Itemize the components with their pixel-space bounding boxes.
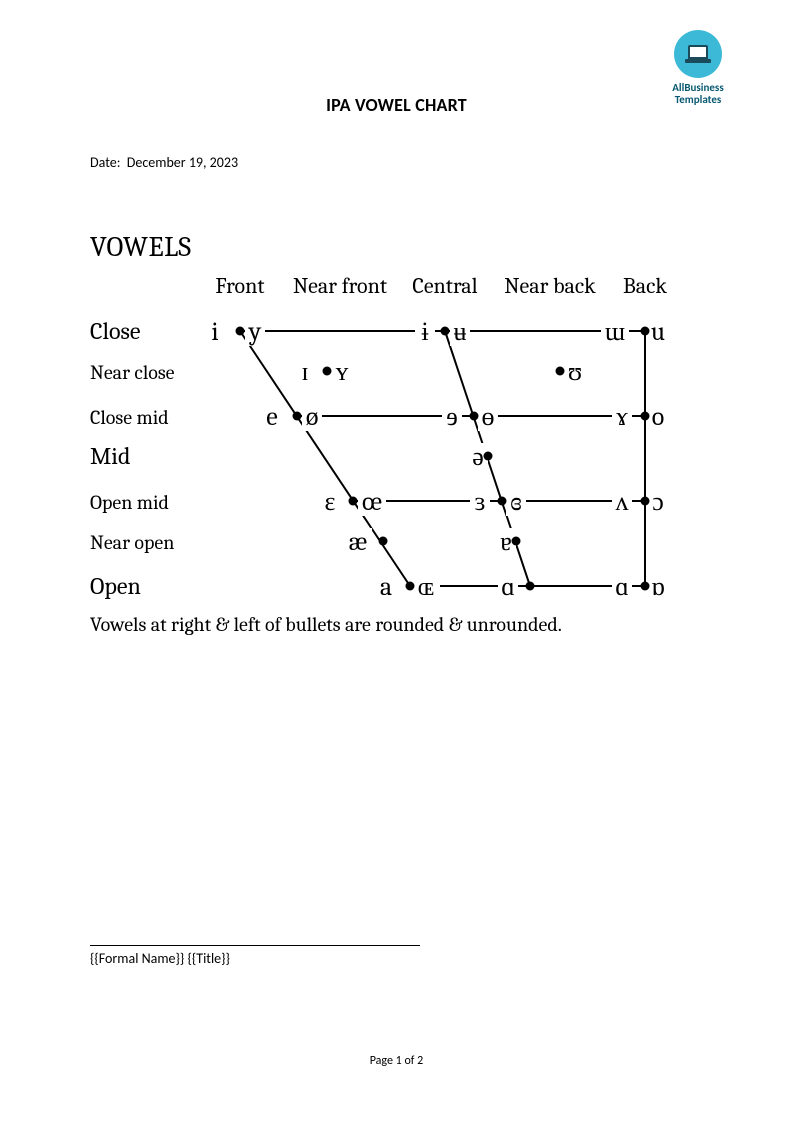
svg-text:Central: Central <box>412 273 477 299</box>
svg-text:ɶ: ɶ <box>418 572 434 602</box>
svg-text:ɑ: ɑ <box>615 572 629 602</box>
svg-text:ʌ: ʌ <box>616 487 629 517</box>
svg-text:Front: Front <box>215 273 265 299</box>
svg-text:ɵ: ɵ <box>482 402 495 432</box>
svg-text:ɪ: ɪ <box>301 357 308 387</box>
svg-text:Open mid: Open mid <box>90 491 169 514</box>
svg-text:i: i <box>211 317 218 347</box>
svg-text:Near open: Near open <box>90 531 174 554</box>
svg-text:Near back: Near back <box>504 273 596 299</box>
svg-text:ɔ: ɔ <box>652 487 664 517</box>
laptop-icon <box>674 30 722 78</box>
svg-text:ɘ: ɘ <box>446 402 458 432</box>
svg-text:ɜ: ɜ <box>475 487 486 517</box>
svg-text:Vowels at right & left of bull: Vowels at right & left of bullets are ro… <box>90 613 562 636</box>
svg-text:y: y <box>248 317 262 347</box>
svg-text:ɛ: ɛ <box>325 487 336 517</box>
svg-text:u: u <box>651 317 665 347</box>
svg-text:Mid: Mid <box>90 442 130 470</box>
svg-text:a: a <box>380 572 392 602</box>
svg-text:ɨ: ɨ <box>421 317 428 347</box>
date-row: Date: December 19, 2023 <box>90 154 703 171</box>
page-number: Page 1 of 2 <box>0 1054 793 1068</box>
signature-placeholder: {{Formal Name}} {{Title}} <box>90 950 230 967</box>
svg-text:e: e <box>266 402 277 432</box>
svg-text:Open: Open <box>90 572 141 600</box>
svg-text:Near close: Near close <box>90 361 175 384</box>
svg-text:ɒ: ɒ <box>651 572 665 602</box>
date-label: Date: <box>90 154 120 171</box>
vowel-chart: VOWELS FrontNear frontCentralNear backBa… <box>90 231 705 651</box>
svg-text:æ: æ <box>349 527 367 557</box>
page-title: IPA VOWEL CHART <box>90 94 703 116</box>
svg-text:œ: œ <box>362 487 382 517</box>
svg-text:ʉ: ʉ <box>454 317 467 347</box>
svg-text:ɯ: ɯ <box>605 317 625 347</box>
svg-text:ɐ: ɐ <box>500 527 512 557</box>
svg-text:ɑ: ɑ <box>501 572 515 602</box>
svg-text:ɞ: ɞ <box>510 487 522 517</box>
svg-text:Close: Close <box>90 317 141 345</box>
vowel-chart-svg: Front Near front Central Near back Back Close… <box>90 231 705 651</box>
svg-text:ʊ: ʊ <box>568 357 582 387</box>
date-value: December 19, 2023 <box>127 154 238 171</box>
svg-text:ə: ə <box>472 442 484 472</box>
signature-line: {{Formal Name}} {{Title}} <box>90 945 420 967</box>
svg-text:ɤ: ɤ <box>616 402 628 432</box>
svg-text:Back: Back <box>623 273 667 299</box>
svg-text:Near front: Near front <box>293 273 388 299</box>
svg-text:ø: ø <box>306 402 319 432</box>
svg-text:o: o <box>652 402 664 432</box>
brand-logo: AllBusiness Templates <box>653 30 743 105</box>
svg-text:Close mid: Close mid <box>90 406 169 429</box>
svg-text:ʏ: ʏ <box>336 357 349 387</box>
logo-text-line2: Templates <box>675 93 722 106</box>
